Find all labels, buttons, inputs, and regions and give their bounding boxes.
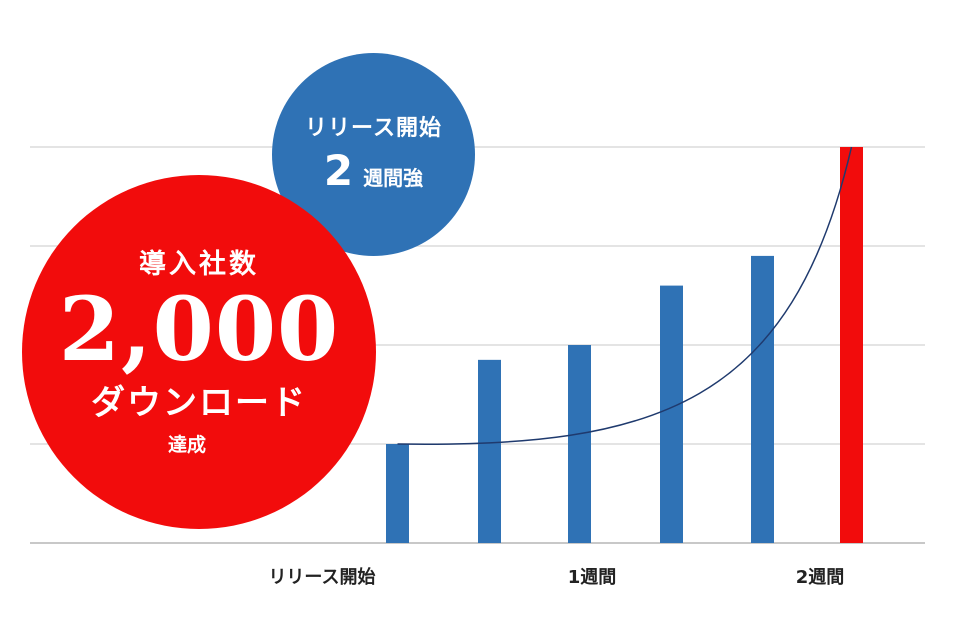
period-badge-title: リリース開始 (305, 115, 442, 141)
period-badge-number: 2 (323, 145, 354, 195)
downloads-badge-number: 2,000 (58, 276, 340, 381)
x-tick-label: 2週間 (796, 567, 845, 588)
downloads-badge-suffix: 達成 (167, 433, 206, 456)
bar (568, 345, 591, 543)
x-tick-label: リリース開始 (268, 566, 375, 588)
x-tick-labels: リリース開始 1週間 2週間 (268, 566, 844, 588)
x-tick-label: 1週間 (568, 567, 617, 588)
bar (386, 444, 409, 543)
trend-curve (397, 146, 853, 445)
bar (840, 147, 863, 543)
period-badge-value: 2 週間強 (323, 145, 424, 195)
bar (660, 285, 683, 543)
period-badge-unit: 週間強 (363, 165, 424, 190)
bars (386, 147, 863, 543)
downloads-badge-unit: ダウンロード (91, 382, 307, 423)
bar (751, 255, 774, 543)
bar (478, 359, 501, 543)
downloads-badge-title: 導入社数 (139, 248, 259, 280)
downloads-badge: 導入社数 2,000 ダウンロード 達成 (22, 175, 376, 529)
